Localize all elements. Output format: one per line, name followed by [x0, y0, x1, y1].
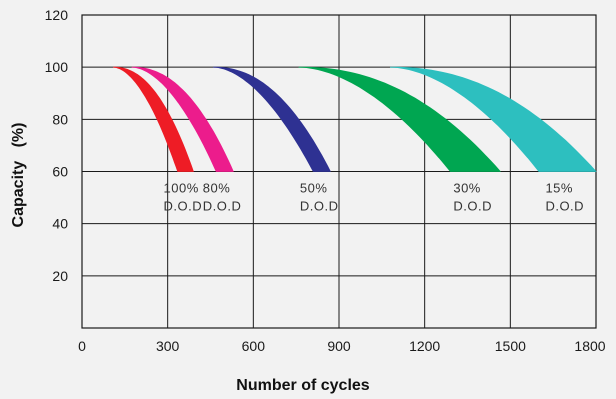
- band-30pct-dod: [298, 66, 501, 172]
- y-axis-title: Capacity (%): [10, 123, 27, 228]
- y-tick-label: 80: [52, 111, 68, 127]
- band-15pct-dod: [390, 66, 597, 172]
- y-tick-label: 100: [45, 59, 69, 75]
- x-tick-label: 1500: [495, 338, 526, 354]
- x-axis-ticks: 0 300 600 900 1200 1500 1800: [78, 338, 606, 354]
- y-axis-ticks: 20 40 60 80 100 120: [45, 7, 69, 284]
- band-label-percent: 80%: [203, 181, 231, 196]
- band-50pct-dod: [213, 66, 331, 172]
- band-label-dod: D.O.D: [453, 199, 492, 214]
- y-tick-label: 20: [52, 268, 68, 284]
- x-tick-label: 1200: [409, 338, 440, 354]
- band-100pct-dod: [113, 66, 194, 172]
- grid: [81, 14, 597, 329]
- band-label-dod: D.O.D: [300, 199, 339, 214]
- y-tick-label: 120: [45, 7, 69, 23]
- band-label-percent: 50%: [300, 181, 328, 196]
- band-labels: 100%D.O.D80%D.O.D50%D.O.D30%D.O.D15%D.O.…: [164, 181, 584, 214]
- band-label-percent: 15%: [545, 181, 573, 196]
- band-label-percent: 30%: [453, 181, 481, 196]
- x-tick-label: 1800: [574, 338, 605, 354]
- band-label-dod: D.O.D: [164, 199, 203, 214]
- band-label-dod: D.O.D: [203, 199, 242, 214]
- x-tick-label: 0: [78, 338, 86, 354]
- band-80pct-dod: [131, 66, 234, 172]
- y-tick-label: 60: [52, 164, 68, 180]
- y-tick-label: 40: [52, 216, 68, 232]
- x-tick-label: 900: [327, 338, 351, 354]
- band-label-percent: 100%: [164, 181, 199, 196]
- capacity-bands: [113, 66, 597, 172]
- x-tick-label: 600: [242, 338, 266, 354]
- x-tick-label: 300: [156, 338, 180, 354]
- band-label-dod: D.O.D: [545, 199, 584, 214]
- x-axis-title: Number of cycles: [236, 377, 369, 394]
